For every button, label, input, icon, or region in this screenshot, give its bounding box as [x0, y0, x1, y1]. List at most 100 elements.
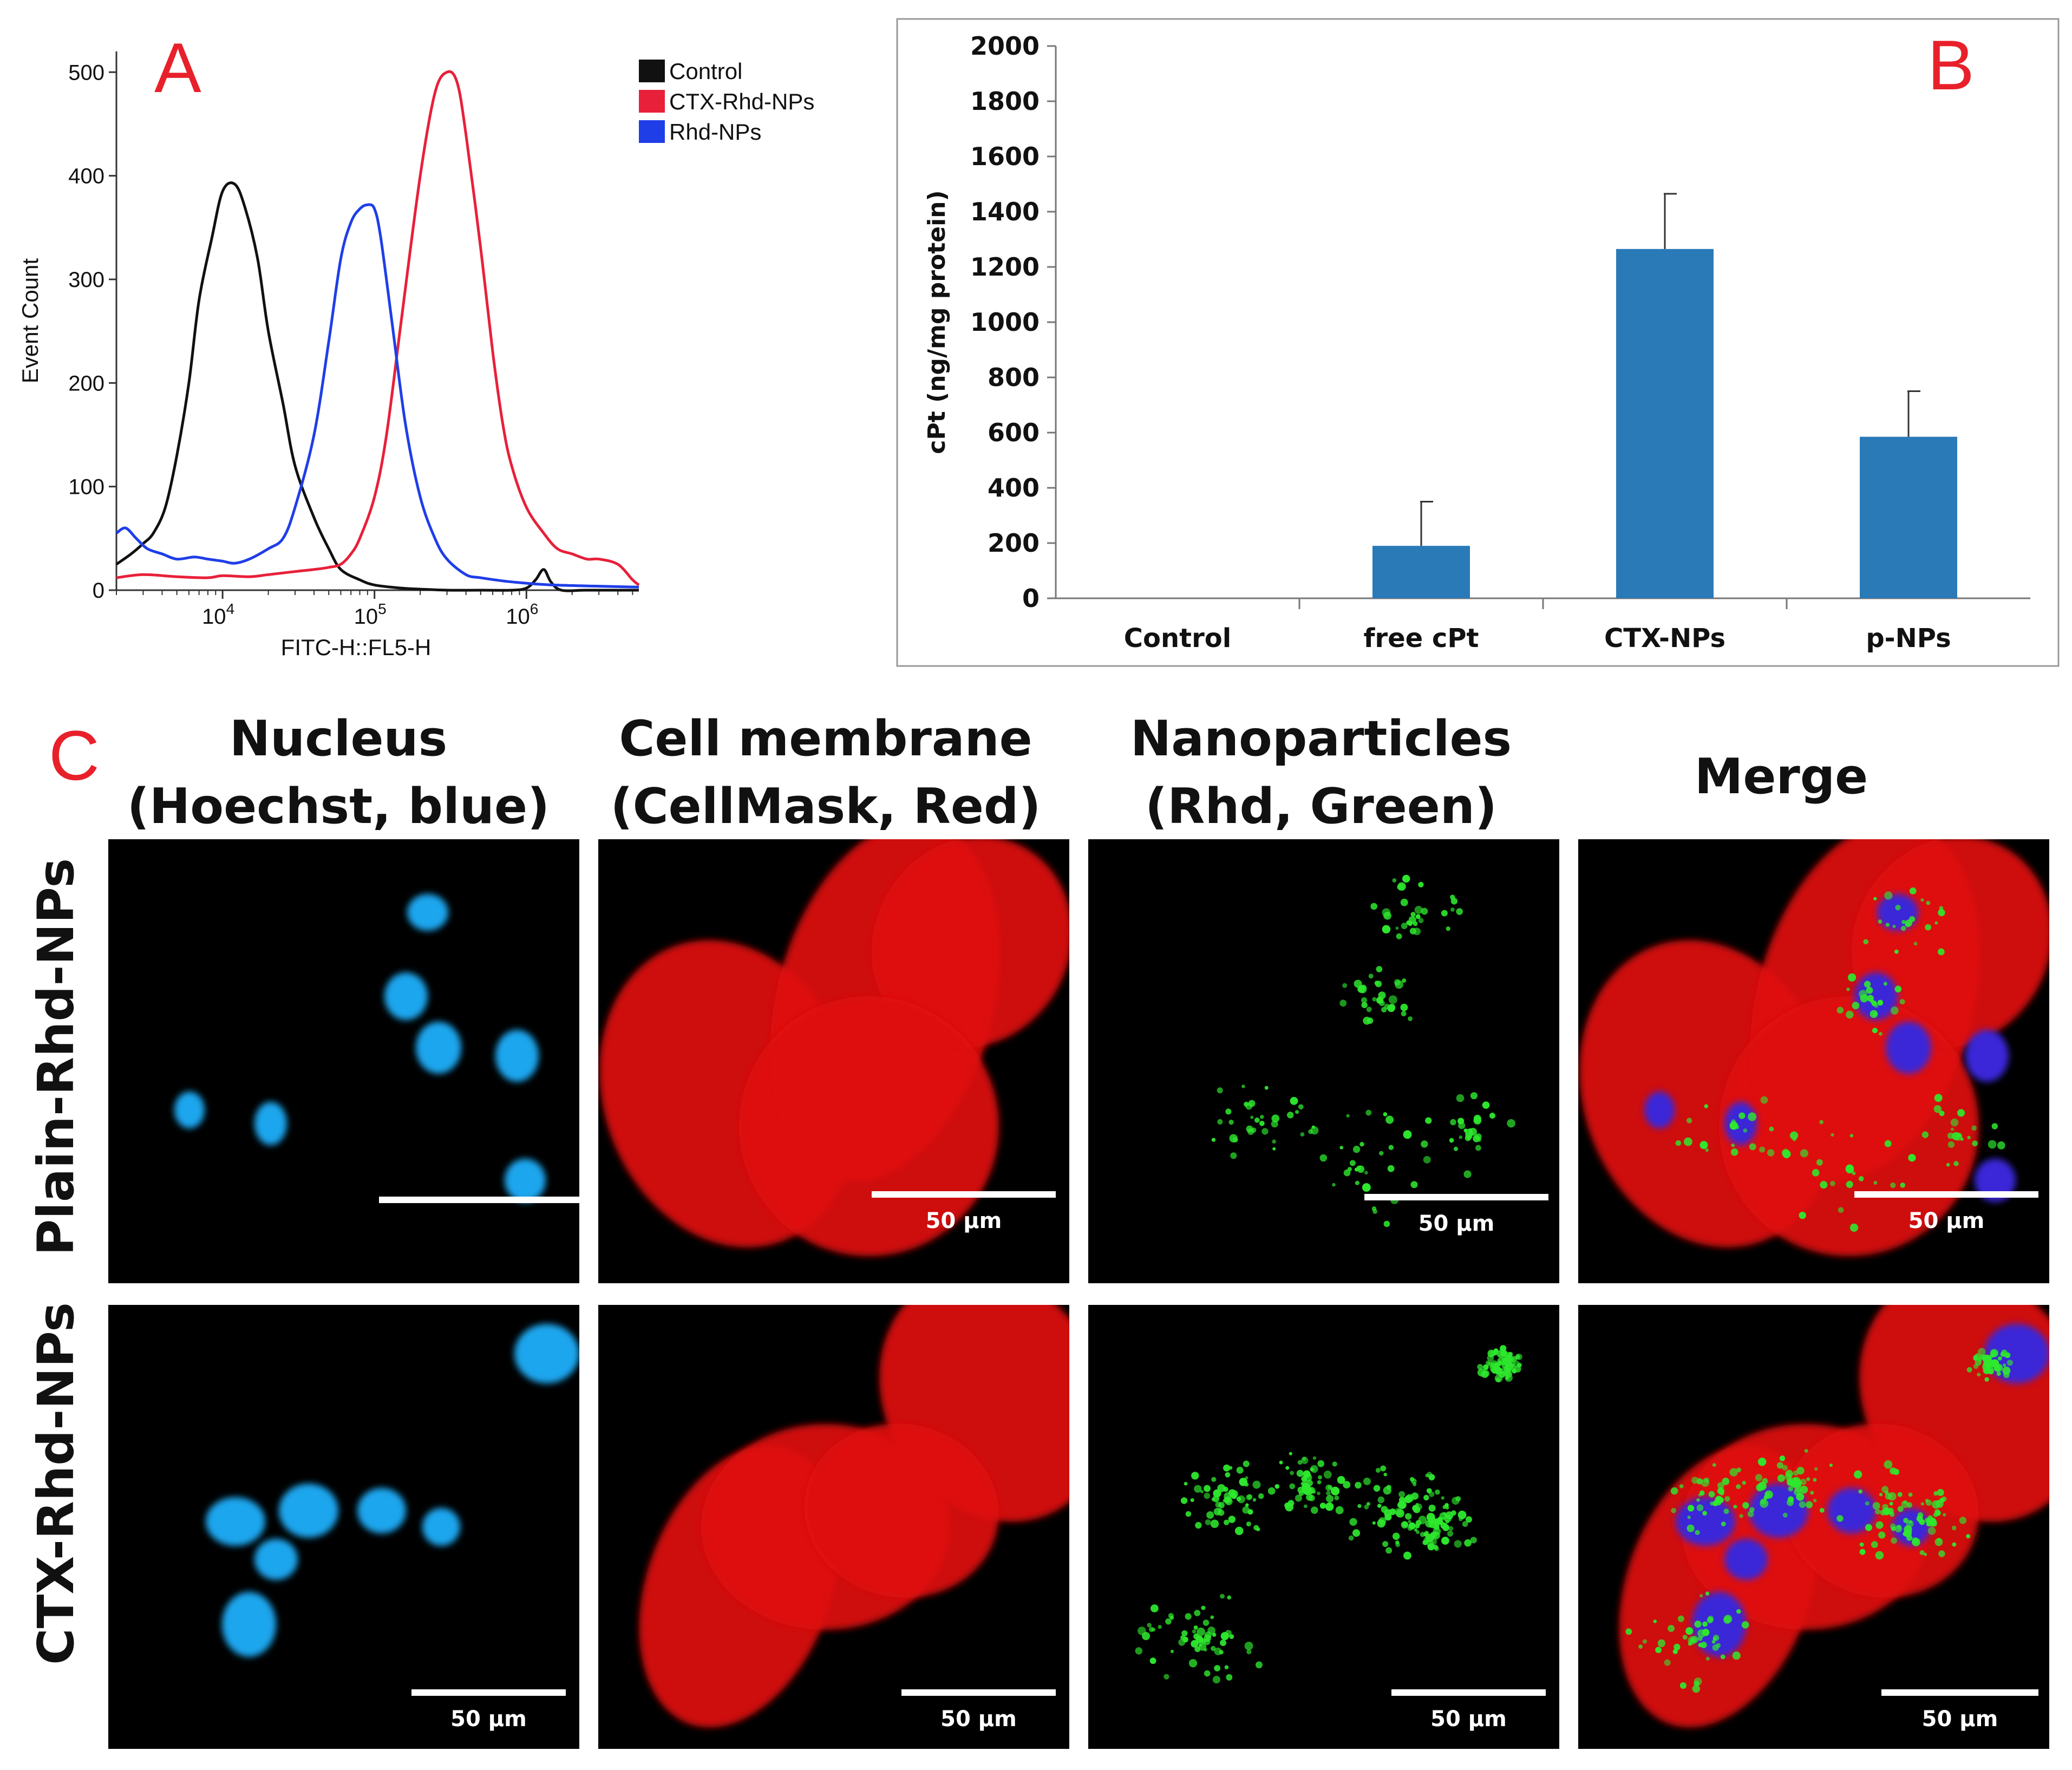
row-header-ctx-rhd-nps: CTX-Rhd-NPs	[27, 1302, 85, 1665]
nanoparticle-speck	[1475, 1145, 1481, 1151]
nanoparticle-speck	[1247, 1494, 1253, 1500]
nanoparticle-speck	[1883, 982, 1887, 986]
scale-bar-label: 50 µm	[1419, 1211, 1495, 1236]
nanoparticle-speck	[1423, 1494, 1429, 1501]
column-header-membrane-line2: (CellMask, Red)	[610, 778, 1041, 835]
nanoparticle-speck	[1384, 1513, 1392, 1521]
nanoparticle-speck	[1232, 1137, 1238, 1143]
panel-a-y-tick-label: 0	[93, 579, 104, 603]
nanoparticle-speck	[1800, 1149, 1808, 1158]
nanoparticle-speck	[1211, 1138, 1216, 1142]
nanoparticle-speck	[1977, 1373, 1981, 1377]
nanoparticle-speck	[1205, 1519, 1211, 1525]
nanoparticle-speck	[1395, 1540, 1400, 1545]
nanoparticle-speck	[1255, 1661, 1263, 1669]
nucleus-stain	[514, 1324, 579, 1383]
panel-b-y-tick-label: 1600	[970, 142, 1040, 171]
nanoparticle-speck	[1870, 1010, 1878, 1018]
nanoparticle-speck	[1674, 1643, 1681, 1651]
nanoparticle-speck	[1682, 1635, 1688, 1640]
nanoparticle-speck	[1799, 1211, 1806, 1219]
nucleus-stain	[1749, 1484, 1808, 1538]
nanoparticle-speck	[1409, 928, 1416, 935]
nanoparticle-speck	[1361, 997, 1367, 1003]
nanoparticle-speck	[1908, 1492, 1913, 1497]
nanoparticle-speck	[1366, 1501, 1370, 1506]
nanoparticle-speck	[1858, 1176, 1864, 1181]
nanoparticle-speck	[1450, 907, 1455, 912]
cell-membrane-stain	[1851, 839, 2049, 1048]
panel-c-microscopy: C Nucleus (Hoechst, blue) Cell membrane …	[27, 710, 2049, 1749]
nanoparticle-speck	[1867, 995, 1874, 1002]
panel-a-legend: Control CTX-Rhd-NPs Rhd-NPs	[639, 58, 814, 145]
nanoparticle-speck	[1723, 1615, 1733, 1623]
nanoparticle-speck	[1859, 1542, 1864, 1547]
scale-bar-label: 50 µm	[450, 1707, 527, 1732]
nanoparticle-speck	[1717, 1482, 1724, 1489]
nanoparticle-speck	[1695, 1530, 1700, 1536]
nanoparticle-speck	[1319, 1503, 1326, 1509]
tile-content	[206, 1324, 579, 1657]
nanoparticle-speck	[1135, 1647, 1143, 1655]
panel-b-bars	[1372, 193, 1957, 599]
nanoparticle-speck	[1383, 1486, 1391, 1495]
nanoparticle-speck	[1414, 906, 1423, 915]
nucleus-stain	[407, 894, 448, 931]
nanoparticle-speck	[1881, 1486, 1889, 1493]
panel-b-bar-p-nps	[1860, 436, 1957, 598]
nanoparticle-speck	[1456, 1094, 1465, 1102]
nanoparticle-speck	[1241, 1085, 1245, 1088]
scale-bar-label: 50 µm	[1908, 1209, 1985, 1233]
nanoparticle-speck	[1312, 1456, 1317, 1460]
panel-a-y-tick-label: 300	[68, 268, 104, 292]
nanoparticle-speck	[1747, 1511, 1754, 1518]
nanoparticle-speck	[1325, 1502, 1334, 1511]
nanoparticle-speck	[1204, 1648, 1207, 1652]
nanoparticle-speck	[1470, 1537, 1477, 1544]
microscopy-tile: 50 µm	[1088, 839, 1559, 1283]
nanoparticle-speck	[1909, 916, 1916, 923]
nanoparticle-speck	[1846, 1180, 1853, 1188]
nanoparticle-speck	[1310, 1506, 1318, 1514]
nanoparticle-speck	[1701, 1479, 1709, 1487]
nanoparticle-speck	[1442, 1505, 1447, 1509]
nanoparticle-speck	[1190, 1498, 1194, 1503]
nanoparticle-speck	[1816, 1159, 1823, 1166]
nanoparticle-speck	[1365, 1109, 1372, 1116]
nanoparticle-speck	[1375, 1467, 1381, 1473]
nanoparticle-speck	[1211, 1645, 1216, 1651]
nanoparticle-speck	[1939, 906, 1944, 910]
nanoparticle-speck	[1243, 1460, 1250, 1467]
nanoparticle-speck	[1831, 1133, 1834, 1137]
nanoparticle-speck	[1739, 1514, 1743, 1518]
nanoparticle-speck	[1889, 1501, 1893, 1506]
nanoparticle-speck	[1357, 1504, 1362, 1508]
nanoparticle-speck	[1736, 1484, 1741, 1490]
nanoparticle-speck	[1782, 1465, 1788, 1471]
nucleus-stain	[495, 1030, 539, 1082]
panel-a-legend-label: CTX-Rhd-NPs	[669, 89, 814, 114]
nanoparticle-speck	[1450, 1119, 1456, 1126]
nanoparticle-speck	[1777, 1474, 1785, 1482]
nanoparticle-speck	[1214, 1665, 1221, 1671]
nanoparticle-speck	[1242, 1506, 1250, 1514]
nanoparticle-speck	[1459, 1135, 1463, 1139]
nanoparticle-speck	[1829, 1463, 1833, 1467]
nanoparticle-speck	[1687, 1516, 1691, 1519]
nanoparticle-speck	[1717, 1487, 1724, 1495]
tile-background	[1088, 839, 1559, 1283]
nanoparticle-speck	[1223, 1464, 1231, 1472]
nanoparticle-speck	[1228, 1516, 1236, 1523]
nanoparticle-speck	[1677, 1615, 1684, 1622]
nanoparticle-speck	[1926, 900, 1931, 905]
nanoparticle-speck	[1246, 1521, 1251, 1527]
nucleus-stain	[1886, 1022, 1931, 1074]
nucleus-stain	[416, 1022, 461, 1074]
nanoparticle-speck	[1966, 1367, 1972, 1373]
nanoparticle-speck	[1741, 1621, 1749, 1629]
nanoparticle-speck	[1900, 1183, 1906, 1188]
nanoparticle-speck	[1197, 1627, 1205, 1636]
cell-membrane-stain	[871, 839, 1069, 1048]
nucleus-stain	[1877, 894, 1918, 931]
